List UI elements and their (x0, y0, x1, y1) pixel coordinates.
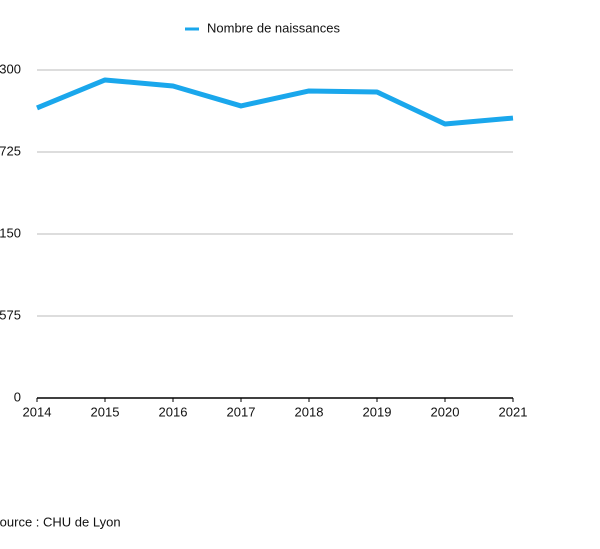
x-tick-label: 2016 (159, 404, 188, 419)
data-line (36, 77, 514, 127)
x-tick-label: 2018 (295, 404, 324, 419)
y-tick-label: 575 (0, 307, 21, 322)
x-tick-label: 2015 (91, 404, 120, 419)
y-tick-label: 1725 (0, 143, 21, 158)
legend-label: Nombre de naissances (207, 20, 340, 35)
x-tick-label: 2014 (23, 404, 52, 419)
x-tick-label: 2020 (431, 404, 460, 419)
y-tick-label: 2300 (0, 61, 21, 76)
source-note: Source : CHU de Lyon (0, 514, 121, 529)
x-tick-label: 2017 (227, 404, 256, 419)
x-tick-label: 2021 (499, 404, 528, 419)
y-tick-label: 1150 (0, 225, 21, 240)
y-tick-label: 0 (14, 389, 21, 404)
x-tick-label: 2019 (363, 404, 392, 419)
